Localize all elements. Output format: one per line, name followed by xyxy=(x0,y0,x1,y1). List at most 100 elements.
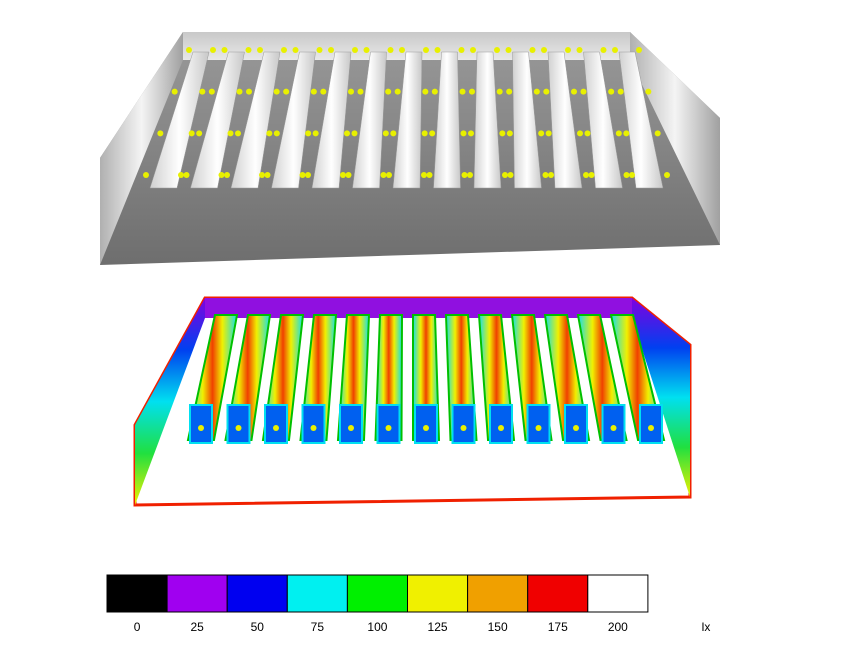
light-point xyxy=(157,130,164,137)
light-point xyxy=(344,130,350,137)
light-point xyxy=(434,47,441,53)
light-point xyxy=(623,130,630,137)
light-point xyxy=(460,130,467,137)
light-point xyxy=(283,88,290,95)
light-point xyxy=(386,172,392,178)
light-point xyxy=(535,425,542,431)
light-point xyxy=(588,172,595,178)
light-point xyxy=(210,47,216,53)
light-point xyxy=(548,172,554,178)
light-point xyxy=(310,88,317,95)
light-point xyxy=(494,47,500,53)
heat-shelf-end xyxy=(526,404,551,444)
light-point xyxy=(224,172,230,178)
shelf xyxy=(618,51,664,189)
legend-label: 100 xyxy=(367,620,387,634)
light-point xyxy=(529,47,536,53)
light-point xyxy=(505,47,512,53)
illuminance-render xyxy=(133,296,692,507)
light-point xyxy=(348,88,354,95)
light-point xyxy=(459,88,466,95)
light-point xyxy=(543,88,550,95)
light-point xyxy=(292,47,299,53)
light-point xyxy=(623,172,630,178)
light-point xyxy=(533,88,540,95)
light-point xyxy=(236,88,243,95)
light-point xyxy=(460,425,467,431)
light-point xyxy=(426,172,433,178)
heat-shelf-end xyxy=(301,404,326,444)
light-point xyxy=(351,130,358,137)
light-point xyxy=(246,88,252,95)
light-point xyxy=(235,130,241,137)
light-point xyxy=(273,425,279,431)
light-point xyxy=(235,425,242,431)
heat-left-wall xyxy=(135,298,205,505)
heat-shelf-end xyxy=(489,404,513,444)
light-point xyxy=(363,47,370,53)
light-point xyxy=(227,130,234,137)
light-point xyxy=(545,130,552,137)
heat-shelf-end xyxy=(264,404,288,444)
light-point xyxy=(310,425,317,431)
light-point xyxy=(423,425,429,431)
legend-swatch xyxy=(286,574,348,613)
light-point xyxy=(199,88,206,95)
right-wall xyxy=(630,32,720,245)
light-point xyxy=(143,172,149,178)
light-point xyxy=(380,172,387,178)
light-point xyxy=(399,47,405,53)
color-legend: lx 0 25 50 75 100 125 150 175 200 xyxy=(106,574,710,634)
light-point xyxy=(573,425,579,431)
light-point xyxy=(654,130,661,137)
shelf xyxy=(352,51,387,189)
light-point xyxy=(571,88,577,95)
light-point xyxy=(257,47,263,53)
light-point xyxy=(259,172,265,178)
light-point xyxy=(264,172,271,178)
light-point xyxy=(421,172,427,178)
light-point xyxy=(664,172,670,178)
heat-shelf-end xyxy=(564,404,588,444)
shelf xyxy=(271,51,316,189)
light-point xyxy=(600,47,607,53)
light-point xyxy=(208,88,215,95)
legend-label: 50 xyxy=(251,620,265,634)
light-point xyxy=(221,47,228,53)
light-point xyxy=(538,130,545,137)
legend-swatch xyxy=(226,574,288,613)
light-point xyxy=(348,425,354,431)
heat-shelf-end xyxy=(376,404,401,444)
light-point xyxy=(352,47,358,53)
light-point xyxy=(506,88,513,95)
light-point xyxy=(312,130,319,137)
heat-shelf-end xyxy=(339,404,363,444)
light-point xyxy=(502,172,508,178)
light-point xyxy=(431,88,438,95)
light-point xyxy=(565,47,571,53)
light-point xyxy=(580,88,587,95)
light-point xyxy=(469,88,475,95)
legend-swatch xyxy=(106,574,168,613)
light-point xyxy=(196,130,203,137)
light-point xyxy=(423,47,429,53)
light-point xyxy=(576,47,583,53)
legend-label: 150 xyxy=(488,620,508,634)
light-point xyxy=(470,47,476,53)
shelf xyxy=(583,51,623,189)
light-point xyxy=(305,172,311,178)
light-point xyxy=(299,172,306,178)
light-point xyxy=(422,88,429,95)
light-point xyxy=(461,172,468,178)
shelf xyxy=(392,51,423,189)
heat-shelf-end xyxy=(189,404,213,444)
light-point xyxy=(507,172,514,178)
light-point xyxy=(542,172,549,178)
light-point xyxy=(617,88,624,95)
light-point xyxy=(610,425,617,431)
legend-swatch xyxy=(587,574,649,613)
legend-swatch xyxy=(527,574,589,613)
legend-label: 125 xyxy=(428,620,448,634)
light-point xyxy=(316,47,323,53)
